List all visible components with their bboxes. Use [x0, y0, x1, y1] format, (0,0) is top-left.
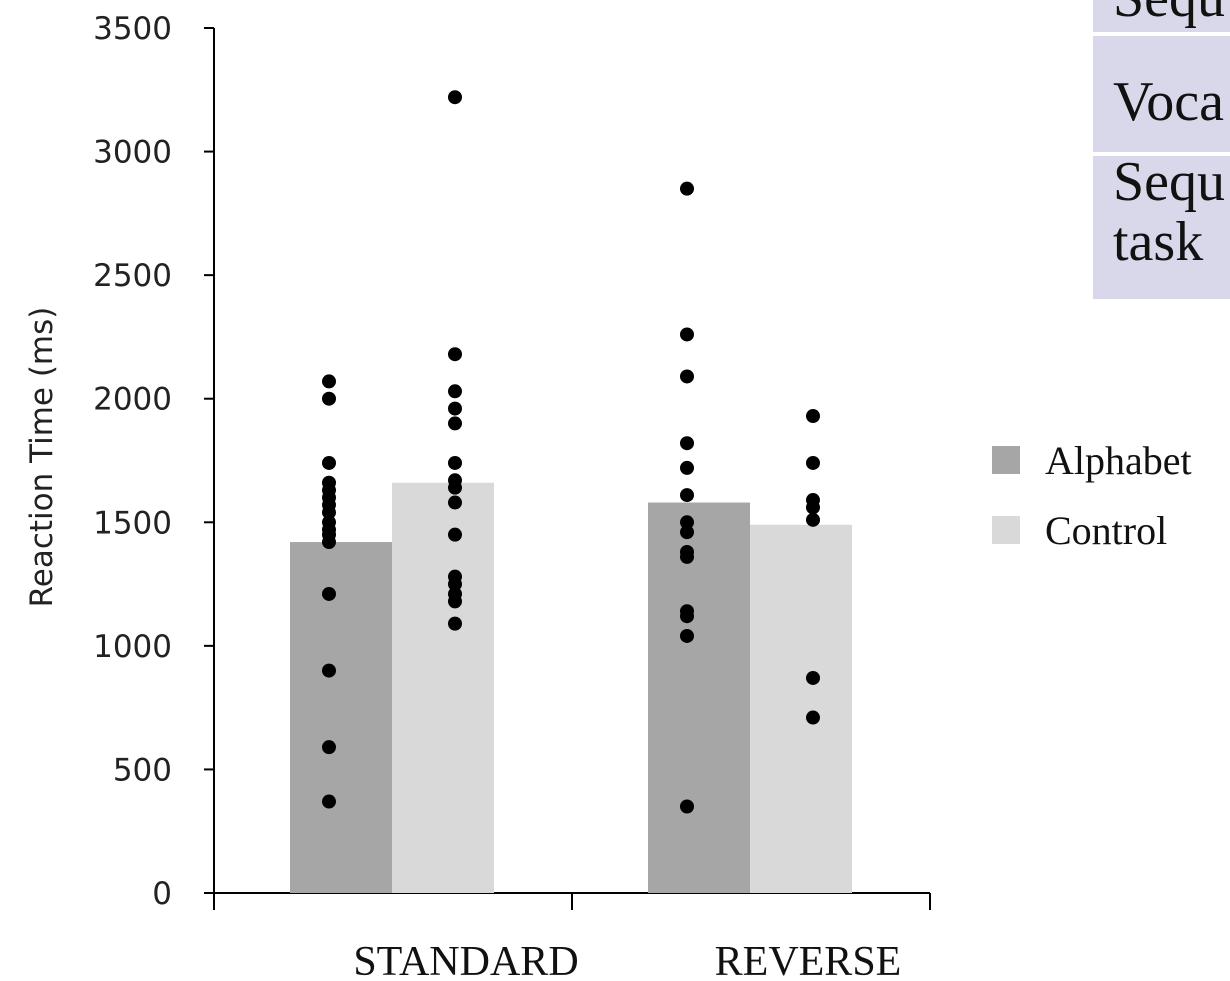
- data-point: [806, 670, 820, 685]
- x-category-label: STANDARD: [353, 939, 578, 981]
- overlay-table: Sequ Voca Sequ task: [1093, 0, 1230, 299]
- data-point: [322, 374, 336, 389]
- y-tick-label: 0: [152, 876, 172, 912]
- data-point: [322, 391, 336, 406]
- bar-alphabet: [290, 542, 392, 893]
- y-tick-label: 2500: [93, 258, 172, 294]
- y-tick-label: 2000: [93, 382, 172, 418]
- legend-swatch-alphabet: [992, 446, 1020, 474]
- data-point: [806, 512, 820, 527]
- data-point: [448, 594, 462, 609]
- data-point: [448, 577, 462, 592]
- data-point: [680, 488, 694, 503]
- overlay-table-row: Voca: [1113, 71, 1224, 133]
- data-point: [448, 401, 462, 416]
- legend: Alphabet Control: [992, 438, 1192, 553]
- y-tick-labels: 0 500 1000 1500 2000 2500 3000 3500: [93, 11, 172, 912]
- data-point: [680, 609, 694, 624]
- legend-label-alphabet: Alphabet: [1045, 438, 1192, 483]
- overlay-table-row: Sequ: [1113, 151, 1225, 213]
- data-point: [322, 455, 336, 470]
- data-point: [806, 409, 820, 424]
- overlay-table-row: Sequ: [1113, 0, 1225, 29]
- data-point: [680, 799, 694, 814]
- data-point: [448, 495, 462, 510]
- data-point: [448, 527, 462, 542]
- data-point: [806, 455, 820, 470]
- data-point: [680, 460, 694, 475]
- y-axis-label: Reaction Time (ms): [24, 307, 60, 608]
- legend-swatch-control: [992, 516, 1020, 544]
- legend-label-control: Control: [1045, 508, 1167, 553]
- bar-control: [392, 482, 494, 893]
- overlay-table-row: task: [1113, 211, 1203, 273]
- data-point: [322, 794, 336, 809]
- data-point: [680, 525, 694, 540]
- data-point: [448, 384, 462, 399]
- y-tick-label: 1500: [93, 505, 172, 541]
- y-tick-label: 3500: [93, 11, 172, 47]
- y-tick-label: 1000: [93, 629, 172, 665]
- data-point: [680, 515, 694, 530]
- x-category-label: REVERSE: [715, 939, 902, 981]
- bar-control: [750, 524, 852, 893]
- data-point: [806, 710, 820, 725]
- bars: [290, 482, 852, 893]
- data-point: [680, 181, 694, 196]
- data-point: [322, 505, 336, 520]
- data-point: [680, 628, 694, 643]
- overlay-table-background: [1093, 0, 1230, 299]
- data-point: [322, 740, 336, 755]
- data-point: [806, 500, 820, 515]
- y-tick-label: 500: [113, 752, 172, 788]
- data-point: [680, 369, 694, 384]
- y-tick-label: 3000: [93, 135, 172, 171]
- data-point: [448, 347, 462, 362]
- data-point: [448, 480, 462, 495]
- data-point: [322, 586, 336, 601]
- data-point: [448, 616, 462, 631]
- data-point: [448, 455, 462, 470]
- data-point: [322, 663, 336, 678]
- data-point: [448, 90, 462, 105]
- data-point: [322, 535, 336, 550]
- bar-alphabet: [648, 502, 750, 893]
- data-point: [448, 416, 462, 431]
- data-point: [680, 327, 694, 342]
- data-point: [680, 549, 694, 564]
- data-points: [322, 90, 820, 814]
- data-point: [680, 436, 694, 451]
